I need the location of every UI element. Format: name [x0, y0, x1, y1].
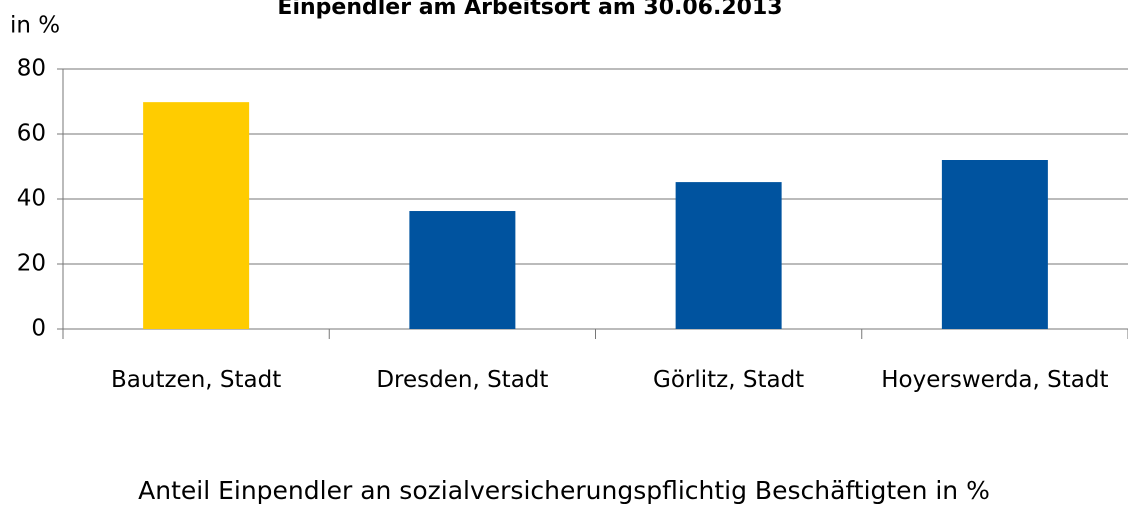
bar — [409, 211, 516, 329]
bar — [941, 160, 1048, 329]
bar — [675, 182, 782, 329]
x-tick-label: Bautzen, Stadt — [111, 367, 282, 393]
bar — [143, 102, 250, 330]
y-tick-label: 20 — [17, 251, 46, 277]
x-tick-label: Görlitz, Stadt — [653, 367, 805, 393]
y-tick-label: 40 — [17, 186, 46, 212]
x-axis-label: Anteil Einpendler an sozialversicherungs… — [138, 476, 990, 505]
y-tick-label: 0 — [31, 316, 46, 342]
x-tick-label: Dresden, Stadt — [376, 367, 549, 393]
y-tick-label: 80 — [17, 56, 46, 82]
x-tick-label: Hoyerswerda, Stadt — [881, 367, 1109, 393]
chart-title: Einpendler am Arbeitsort am 30.06.2013 — [277, 0, 782, 20]
y-axis-label: in % — [10, 13, 60, 39]
y-tick-label: 60 — [17, 121, 46, 147]
